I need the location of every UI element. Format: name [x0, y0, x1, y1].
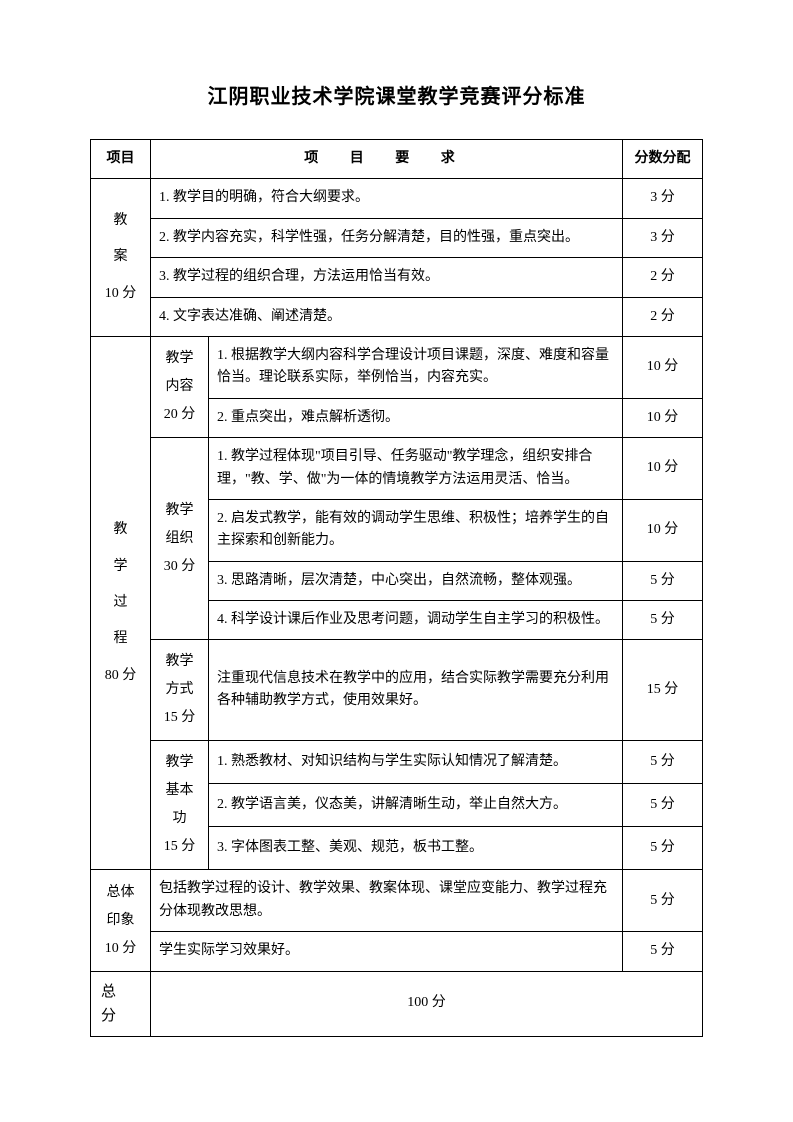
table-row: 教 学 过 程 80 分 教学 内容 20 分 1. 根据教学大纲内容科学合理设…	[91, 336, 703, 398]
score-cell: 5 分	[623, 784, 703, 827]
requirement-cell: 3. 教学过程的组织合理，方法运用恰当有效。	[151, 258, 623, 297]
page-title: 江阴职业技术学院课堂教学竞赛评分标准	[90, 80, 703, 109]
score-cell: 10 分	[623, 438, 703, 500]
requirement-cell: 4. 文字表达准确、阐述清楚。	[151, 297, 623, 336]
category-cell: 总体 印象 10 分	[91, 870, 151, 971]
requirement-cell: 1. 根据教学大纲内容科学合理设计项目课题，深度、难度和容量恰当。理论联系实际，…	[209, 336, 623, 398]
table-row: 教 案 10 分 1. 教学目的明确，符合大纲要求。 3 分	[91, 179, 703, 218]
table-row: 教学 方式 15 分 注重现代信息技术在教学中的应用，结合实际教学需要充分利用各…	[91, 640, 703, 741]
requirement-cell: 注重现代信息技术在教学中的应用，结合实际教学需要充分利用各种辅助教学方式，使用效…	[209, 640, 623, 741]
score-cell: 2 分	[623, 297, 703, 336]
requirement-cell: 1. 教学目的明确，符合大纲要求。	[151, 179, 623, 218]
score-cell: 10 分	[623, 499, 703, 561]
subcategory-cell: 教学 基本 功 15 分	[151, 741, 209, 870]
requirement-cell: 1. 教学过程体现"项目引导、任务驱动"教学理念，组织安排合理，"教、学、做"为…	[209, 438, 623, 500]
requirement-cell: 2. 重点突出，难点解析透彻。	[209, 398, 623, 437]
table-row: 教学 基本 功 15 分 1. 熟悉教材、对知识结构与学生实际认知情况了解清楚。…	[91, 741, 703, 784]
requirement-cell: 3. 字体图表工整、美观、规范，板书工整。	[209, 827, 623, 870]
total-row: 总 分 100 分	[91, 971, 703, 1036]
header-requirement: 项 目 要 求	[151, 140, 623, 179]
score-cell: 3 分	[623, 218, 703, 257]
score-cell: 10 分	[623, 336, 703, 398]
score-cell: 5 分	[623, 932, 703, 971]
table-row: 2. 教学内容充实，科学性强，任务分解清楚，目的性强，重点突出。 3 分	[91, 218, 703, 257]
score-cell: 5 分	[623, 741, 703, 784]
score-cell: 5 分	[623, 561, 703, 600]
score-cell: 5 分	[623, 827, 703, 870]
header-project: 项目	[91, 140, 151, 179]
requirement-cell: 学生实际学习效果好。	[151, 932, 623, 971]
requirement-cell: 3. 思路清晰，层次清楚，中心突出，自然流畅，整体观强。	[209, 561, 623, 600]
requirement-cell: 4. 科学设计课后作业及思考问题，调动学生自主学习的积极性。	[209, 601, 623, 640]
score-cell: 5 分	[623, 601, 703, 640]
subcategory-cell: 教学 组织 30 分	[151, 438, 209, 640]
requirement-cell: 2. 教学内容充实，科学性强，任务分解清楚，目的性强，重点突出。	[151, 218, 623, 257]
requirement-cell: 包括教学过程的设计、教学效果、教案体现、课堂应变能力、教学过程充分体现教改思想。	[151, 870, 623, 932]
score-cell: 10 分	[623, 398, 703, 437]
table-header-row: 项目 项 目 要 求 分数分配	[91, 140, 703, 179]
score-cell: 15 分	[623, 640, 703, 741]
requirement-cell: 1. 熟悉教材、对知识结构与学生实际认知情况了解清楚。	[209, 741, 623, 784]
table-row: 总体 印象 10 分 包括教学过程的设计、教学效果、教案体现、课堂应变能力、教学…	[91, 870, 703, 932]
score-cell: 5 分	[623, 870, 703, 932]
requirement-cell: 2. 教学语言美，仪态美，讲解清晰生动，举止自然大方。	[209, 784, 623, 827]
table-row: 3. 教学过程的组织合理，方法运用恰当有效。 2 分	[91, 258, 703, 297]
total-label-cell: 总 分	[91, 971, 151, 1036]
requirement-cell: 2. 启发式教学，能有效的调动学生思维、积极性；培养学生的自主探索和创新能力。	[209, 499, 623, 561]
total-value-cell: 100 分	[151, 971, 703, 1036]
category-cell: 教 学 过 程 80 分	[91, 336, 151, 870]
table-row: 教学 组织 30 分 1. 教学过程体现"项目引导、任务驱动"教学理念，组织安排…	[91, 438, 703, 500]
scoring-table: 项目 项 目 要 求 分数分配 教 案 10 分 1. 教学目的明确，符合大纲要…	[90, 139, 703, 1037]
subcategory-cell: 教学 内容 20 分	[151, 336, 209, 437]
page: 江阴职业技术学院课堂教学竞赛评分标准 项目 项 目 要 求 分数分配 教 案 1…	[0, 0, 793, 1097]
category-cell: 教 案 10 分	[91, 179, 151, 337]
table-row: 学生实际学习效果好。 5 分	[91, 932, 703, 971]
header-score: 分数分配	[623, 140, 703, 179]
subcategory-cell: 教学 方式 15 分	[151, 640, 209, 741]
table-row: 4. 文字表达准确、阐述清楚。 2 分	[91, 297, 703, 336]
score-cell: 3 分	[623, 179, 703, 218]
score-cell: 2 分	[623, 258, 703, 297]
